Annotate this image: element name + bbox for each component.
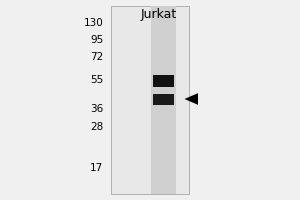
Text: 72: 72 [90, 52, 104, 62]
Text: 55: 55 [90, 75, 104, 85]
Polygon shape [184, 93, 198, 105]
Text: 17: 17 [90, 163, 104, 173]
Bar [153, 75, 174, 86]
Text: Jurkat: Jurkat [141, 8, 177, 21]
Bar [151, 6, 176, 194]
Text: 28: 28 [90, 122, 104, 132]
Text: 130: 130 [84, 18, 103, 28]
Bar [153, 94, 174, 104]
Bar [111, 6, 189, 194]
Text: 95: 95 [90, 35, 104, 45]
Text: 36: 36 [90, 104, 104, 114]
